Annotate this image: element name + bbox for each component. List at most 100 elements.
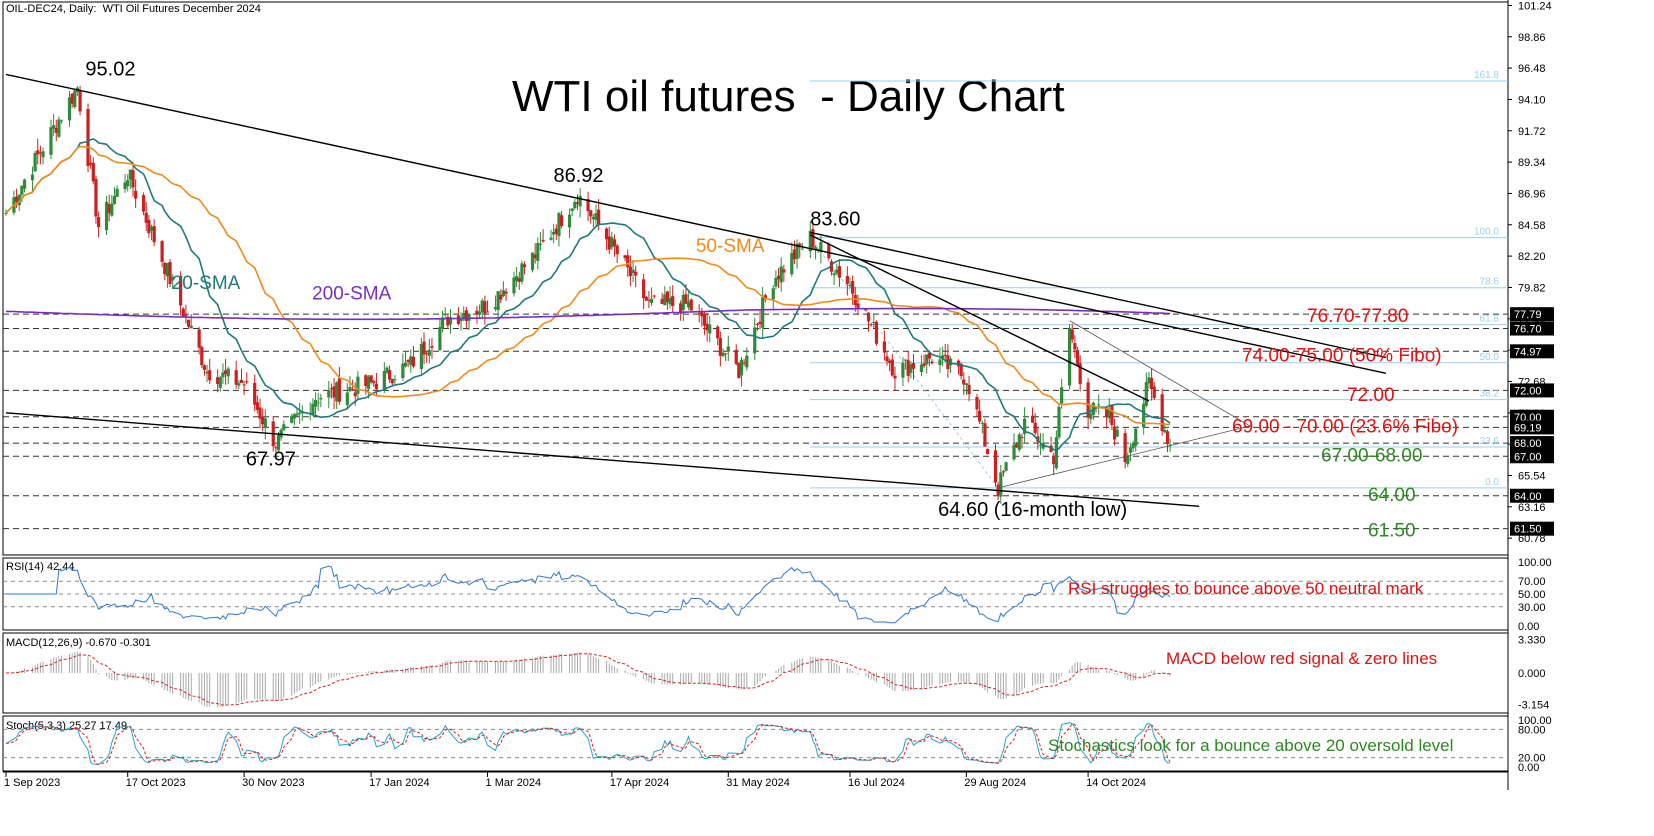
candle-body — [49, 127, 53, 155]
candle-body — [496, 291, 500, 310]
candle-body — [200, 346, 204, 366]
candle-body — [578, 195, 582, 207]
candle-body — [552, 231, 556, 235]
price-tick-label: 86.96 — [1518, 188, 1546, 200]
candle-body — [922, 363, 926, 366]
candle-body — [131, 170, 135, 188]
candle-body — [1152, 386, 1156, 399]
candle-body — [501, 290, 505, 297]
candle-body — [901, 363, 905, 378]
candle-body — [903, 359, 908, 361]
price-tick-label: 82.20 — [1518, 251, 1546, 263]
candle-body — [152, 226, 156, 243]
panel-frame — [2, 632, 1509, 714]
price-tick-label: 91.72 — [1518, 126, 1546, 138]
candle-body — [504, 291, 508, 294]
candle-body — [919, 364, 924, 373]
candle-body — [644, 296, 648, 301]
candle-body — [462, 312, 466, 319]
candle-body — [798, 243, 802, 248]
candle-body — [999, 472, 1003, 497]
candle-body — [689, 299, 693, 311]
level-label: 74.00-75.00 (50% Fibo) — [1242, 345, 1442, 366]
macd-signal-line — [5, 653, 1171, 706]
candle-body — [1004, 462, 1008, 471]
candle-body — [115, 188, 119, 197]
level-tag-label: 68.00 — [1514, 438, 1542, 450]
candle-body — [448, 317, 453, 325]
candle-body — [589, 210, 593, 217]
candle-body — [70, 93, 74, 104]
candle-body — [419, 343, 423, 369]
candle-body — [962, 379, 966, 385]
candle-body — [298, 412, 302, 414]
candle-body — [726, 346, 730, 352]
candle-body — [274, 447, 278, 449]
fibo-label: 0.0 — [1485, 477, 1499, 488]
candle-body — [832, 273, 836, 276]
candle-body — [160, 241, 164, 262]
candle-body — [493, 307, 498, 310]
candle-body — [591, 216, 595, 220]
candle-body — [631, 269, 635, 274]
candle-body — [480, 300, 484, 313]
candle-body — [41, 151, 45, 158]
candle-body — [560, 215, 564, 227]
candle-body — [385, 367, 389, 373]
candle-body — [276, 434, 281, 451]
level-tag-box — [1510, 488, 1554, 503]
candle-body — [808, 230, 812, 252]
candle-body — [1057, 406, 1061, 438]
candle-body — [110, 203, 114, 216]
macd-note: MACD below red signal & zero lines — [1166, 649, 1437, 668]
level-label: 61.50 — [1368, 521, 1416, 542]
level-tag-box — [1510, 409, 1554, 424]
candle-body — [1142, 403, 1146, 428]
candle-body — [279, 429, 283, 438]
candle-body — [652, 295, 656, 297]
macd-tick-label: 3.330 — [1518, 635, 1546, 647]
level-label: 72.00 — [1347, 385, 1395, 406]
candle-body — [845, 276, 849, 284]
fibo-anchor-line — [809, 237, 999, 489]
level-tag-box — [1510, 436, 1554, 451]
price-tick-label: 84.58 — [1518, 220, 1546, 232]
candle-body — [1160, 394, 1164, 432]
candle-body — [980, 422, 984, 424]
time-tick-label: 30 Nov 2023 — [242, 777, 304, 789]
candle-body — [872, 321, 876, 323]
price-tick-label: 65.54 — [1518, 470, 1546, 482]
candle-body — [1038, 444, 1043, 446]
candle-body — [554, 228, 558, 234]
stoch-header: Stoch(5,3,3) 25.27 17.49 — [6, 720, 127, 732]
candle-body — [327, 389, 331, 398]
candle-body — [737, 363, 741, 378]
candle-body — [134, 190, 138, 199]
candle-body — [623, 255, 627, 259]
candle-body — [184, 315, 188, 317]
stoch-tick-label: 80.00 — [1518, 724, 1546, 736]
candle-body — [890, 359, 894, 376]
candle-body — [1049, 445, 1053, 452]
candle-body — [724, 353, 728, 355]
candle-body — [978, 410, 982, 422]
candle-body — [541, 239, 545, 242]
candle-body — [337, 378, 341, 402]
candle-body — [36, 150, 40, 155]
candle-body — [311, 403, 315, 416]
candle-body — [348, 387, 352, 392]
fibo-label: 23.6 — [1480, 436, 1500, 447]
level-tag-label: 76.70 — [1514, 324, 1542, 336]
fibo-label: 100.0 — [1474, 227, 1499, 238]
candle-body — [477, 311, 482, 315]
sma200-line — [5, 307, 1171, 321]
candle-body — [165, 262, 169, 277]
candle-body — [567, 214, 572, 228]
level-tag-label: 64.00 — [1514, 491, 1542, 503]
candle-body — [335, 382, 339, 402]
candle-body — [660, 298, 664, 304]
candle-body — [1147, 377, 1151, 384]
candle-body — [642, 279, 646, 299]
candle-body — [557, 213, 561, 237]
candle-body — [607, 236, 611, 250]
